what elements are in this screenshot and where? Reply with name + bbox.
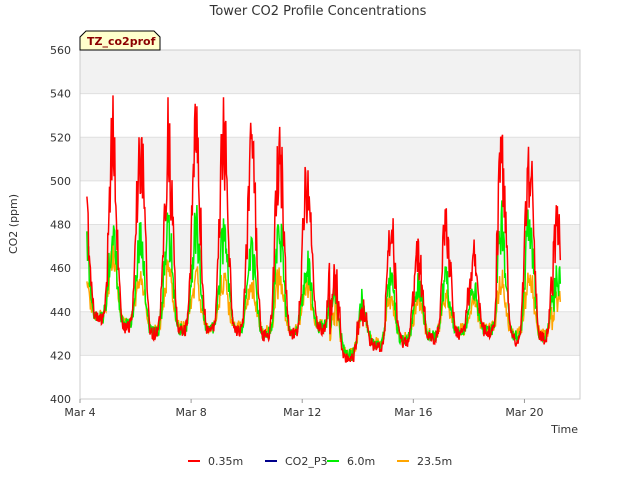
legend-label: 23.5m [417,455,452,468]
tz-tag: TZ_co2prof [79,30,161,51]
y-axis-label: CO2 (ppm) [7,194,20,254]
x-tick-label: Mar 16 [394,406,432,419]
x-tick-label: Mar 12 [283,406,321,419]
grid-band [80,93,580,138]
x-tick-label: Mar 8 [175,406,206,419]
y-tick-label: 560 [50,44,71,57]
legend-item: 6.0m [327,455,375,468]
legend: 0.35m CO2_P3 6.0m 23.5m [188,455,452,468]
x-tick-label: Mar 4 [64,406,95,419]
y-tick-label: 500 [50,175,71,188]
series-line-0.35m [86,95,562,363]
x-axis: Mar 4 Mar 8 Mar 12 Mar 16 Mar 20 [64,399,544,419]
grid-band [80,50,580,94]
chart-title: Tower CO2 Profile Concentrations [209,4,427,19]
y-tick-label: 480 [50,219,71,232]
plot-frame [79,49,581,400]
legend-item: 0.35m [188,455,243,468]
legend-item: 23.5m [397,455,452,468]
tz-tag-label: TZ_co2prof [87,35,156,48]
legend-item: CO2_P3 [265,455,327,468]
legend-label: 0.35m [208,455,243,468]
y-tick-label: 400 [50,393,71,406]
series-lines [86,95,562,363]
y-tick-label: 460 [50,262,71,275]
grid-band [80,355,580,399]
grid-band [80,137,580,181]
y-tick-label: 540 [50,88,71,101]
legend-label: 6.0m [347,455,375,468]
y-tick-label: 520 [50,131,71,144]
y-axis: 400 420 440 460 480 500 520 540 560 [50,44,71,406]
x-tick-label: Mar 20 [505,406,543,419]
x-axis-label: Time [550,423,578,436]
y-tick-label: 420 [50,349,71,362]
y-tick-label: 440 [50,306,71,319]
legend-label: CO2_P3 [285,455,327,468]
